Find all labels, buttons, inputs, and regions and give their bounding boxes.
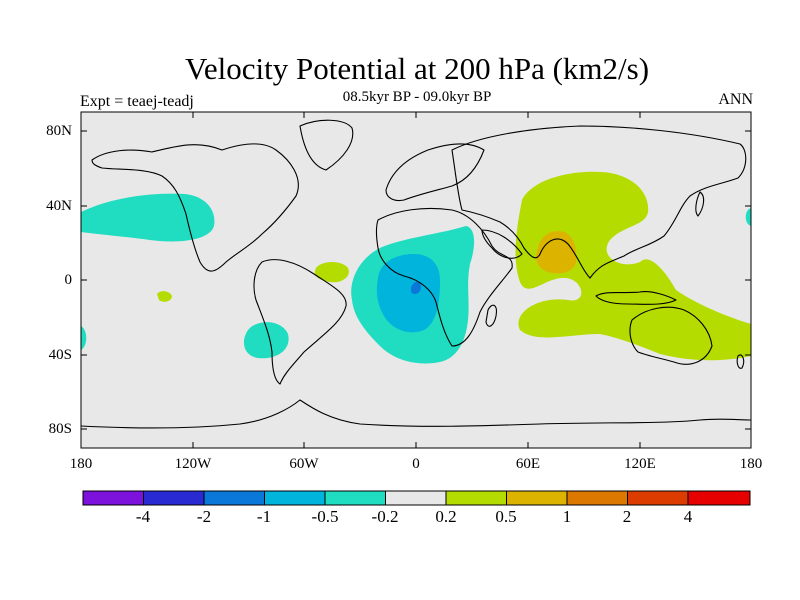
colorbar-box-8 xyxy=(506,490,568,506)
colorbar xyxy=(82,490,751,506)
y-tick-label: 40S xyxy=(48,347,72,363)
colorbar-box-2 xyxy=(143,490,205,506)
x-tick-label: 180 xyxy=(69,456,93,472)
colorbar-label: -1 xyxy=(256,507,272,526)
negative-region-south-america xyxy=(243,322,289,359)
y-tick-label: 80S xyxy=(48,421,72,437)
positive-region-asia-indian-ocean xyxy=(515,171,751,361)
x-tick-label: 120E xyxy=(624,456,656,472)
colorbar-label: -4 xyxy=(135,507,151,526)
colorbar-box-7 xyxy=(445,490,507,506)
axis-ticks xyxy=(81,112,751,448)
x-tick-label: 0 xyxy=(412,456,420,472)
y-tick-label: 0 xyxy=(64,272,73,288)
coast-japan xyxy=(695,191,705,217)
coast-indonesia xyxy=(595,291,677,305)
colorbar-label: 4 xyxy=(683,507,693,526)
positive-region-india-core xyxy=(536,230,577,274)
coast-south-america xyxy=(253,259,347,385)
colorbar-label: 0.5 xyxy=(495,507,517,526)
x-tick-label: 60E xyxy=(515,456,541,472)
map-subtitle: 08.5kyr BP - 09.0kyr BP xyxy=(342,89,492,105)
coastlines xyxy=(81,119,751,429)
colorbar-box-10 xyxy=(627,490,689,506)
contour-fields xyxy=(81,171,751,364)
coast-asia xyxy=(451,125,747,279)
positive-region-east-pacific xyxy=(157,291,172,302)
experiment-label: Expt = teaej-teadj xyxy=(80,93,194,110)
colorbar-box-4 xyxy=(264,490,326,506)
coast-arabia xyxy=(481,229,523,259)
x-tick-label: 60W xyxy=(289,456,319,472)
y-tick-label: 80N xyxy=(46,123,72,139)
colorbar-box-11 xyxy=(687,490,751,506)
coast-greenland xyxy=(299,119,354,171)
coast-new-zealand xyxy=(736,354,745,369)
coast-europe xyxy=(385,143,485,202)
negative-region-west-edge xyxy=(81,326,87,350)
x-tick-label: 120W xyxy=(174,456,212,472)
coast-antarctica xyxy=(81,399,751,429)
coast-africa xyxy=(375,207,513,347)
colorbar-box-9 xyxy=(566,490,628,506)
colorbar-label: -2 xyxy=(196,507,212,526)
map-title: Velocity Potential at 200 hPa (km2/s) xyxy=(184,51,650,86)
colorbar-label: 2 xyxy=(622,507,632,526)
colorbar-label: -0.2 xyxy=(371,507,399,526)
colorbar-label: -0.5 xyxy=(311,507,339,526)
season-label: ANN xyxy=(718,91,753,108)
y-tick-label: 40N xyxy=(46,198,72,214)
coast-north-america xyxy=(91,143,299,272)
colorbar-box-6 xyxy=(385,490,447,506)
negative-region-core xyxy=(410,281,421,295)
positive-region-caribbean xyxy=(314,262,349,283)
negative-region-north-pacific xyxy=(81,193,215,242)
colorbar-box-5 xyxy=(324,490,386,506)
coast-australia xyxy=(629,306,713,365)
coast-madagascar xyxy=(485,304,497,327)
colorbar-box-1 xyxy=(82,490,144,506)
negative-region-atlantic-inner xyxy=(376,254,440,333)
colorbar-box-3 xyxy=(203,490,265,506)
x-tick-label: 180 xyxy=(739,456,763,472)
colorbar-label: 1 xyxy=(562,507,572,526)
colorbar-label: 0.2 xyxy=(435,507,457,526)
negative-region-far-east xyxy=(745,208,751,226)
